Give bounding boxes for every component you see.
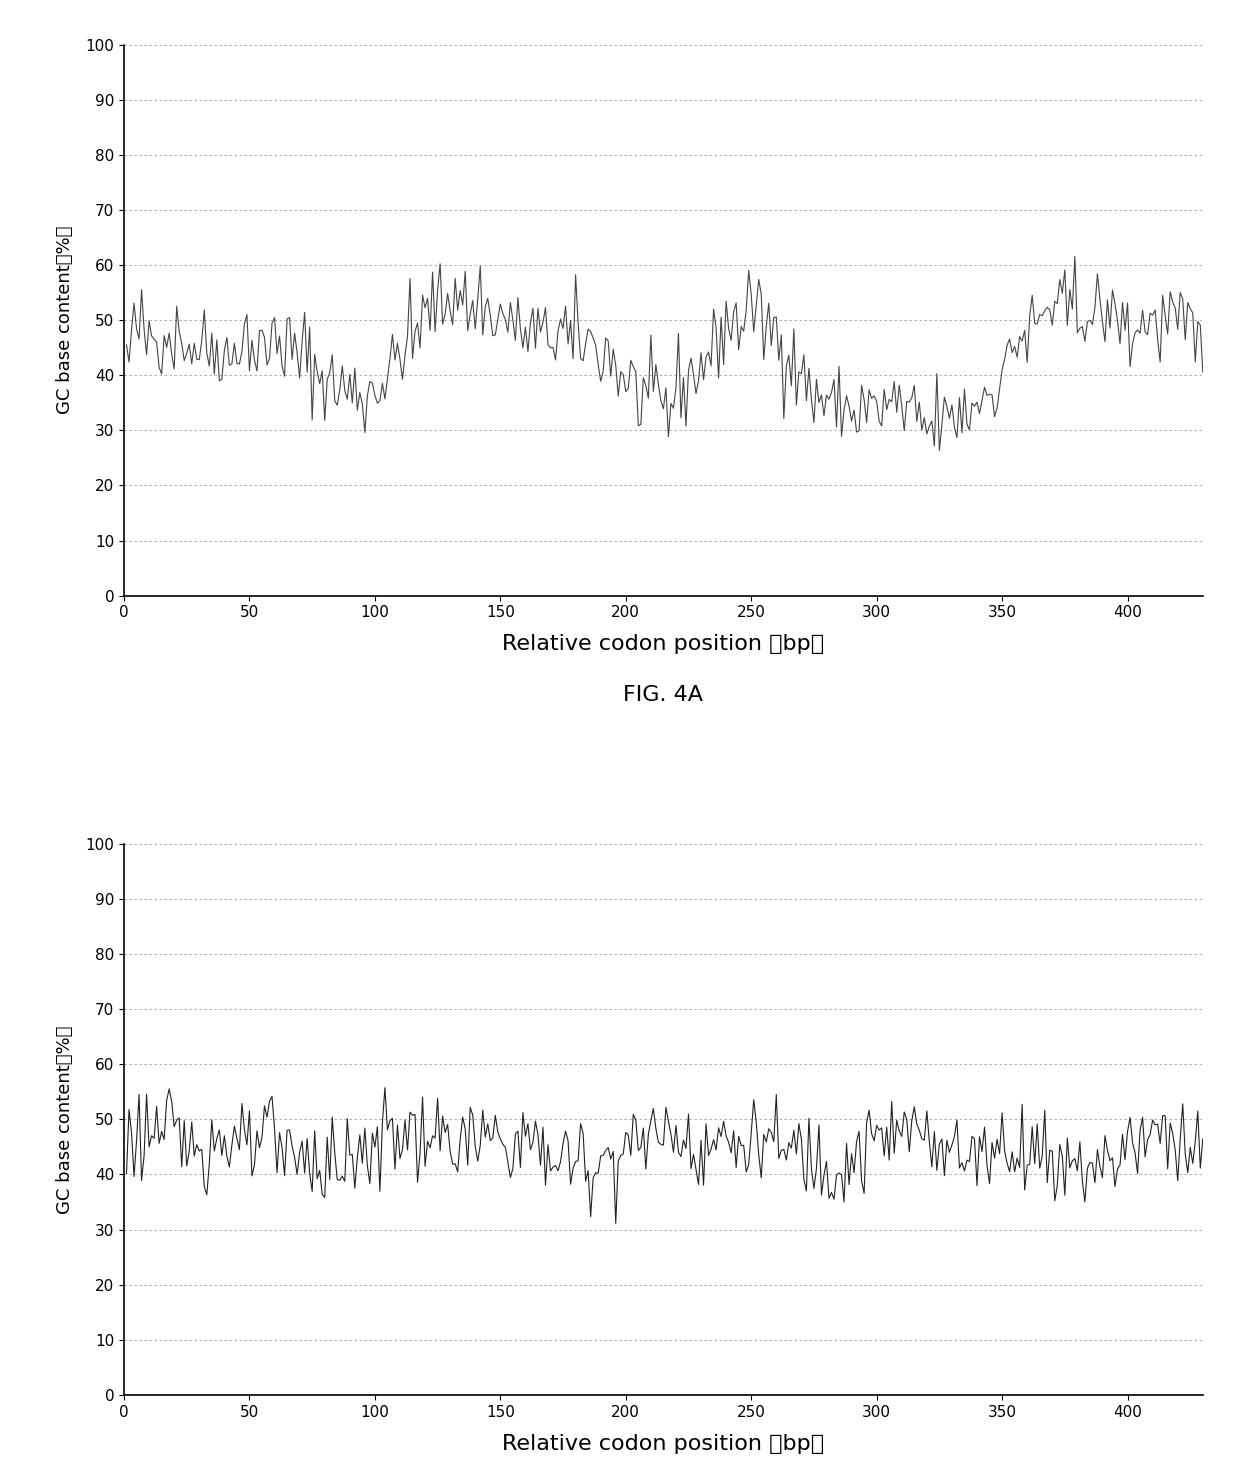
X-axis label: Relative codon position （bp）: Relative codon position （bp） [502, 634, 825, 654]
X-axis label: Relative codon position （bp）: Relative codon position （bp） [502, 1434, 825, 1453]
Text: FIG. 4A: FIG. 4A [624, 686, 703, 705]
Y-axis label: GC base content（%）: GC base content（%） [56, 1025, 74, 1214]
Y-axis label: GC base content（%）: GC base content（%） [56, 226, 74, 414]
